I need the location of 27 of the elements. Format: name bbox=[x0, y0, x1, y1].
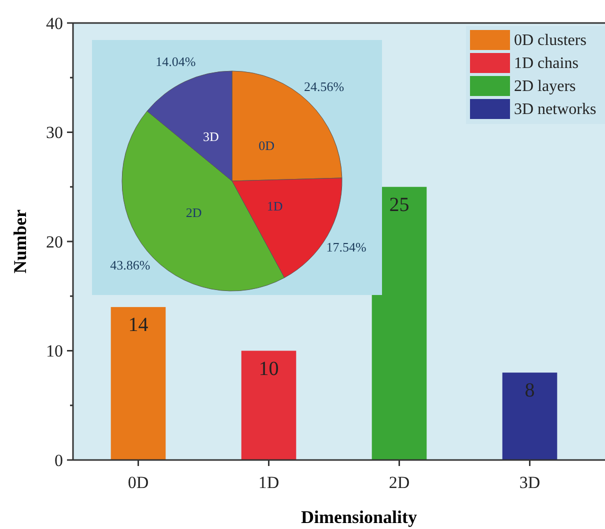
data-label: 14 bbox=[128, 314, 148, 336]
legend-label: 3D networks bbox=[514, 101, 596, 118]
data-label: 25 bbox=[389, 194, 410, 216]
y-tick-label: 0 bbox=[54, 450, 63, 470]
x-tick-label: 2D bbox=[388, 473, 410, 492]
slice-label: 1D bbox=[266, 198, 283, 214]
data-label: 10 bbox=[258, 358, 279, 380]
legend-label: 2D layers bbox=[514, 78, 576, 95]
legend-label: 1D chains bbox=[514, 55, 578, 72]
data-label: 14.04% bbox=[156, 54, 196, 70]
slice-label: 2D bbox=[186, 205, 202, 220]
x-axis-title: Dimensionality bbox=[300, 507, 418, 527]
legend-label: 0D clusters bbox=[514, 32, 586, 49]
y-tick-label: 40 bbox=[46, 14, 63, 33]
y-tick-label: 30 bbox=[46, 123, 63, 142]
slice-label: 0D bbox=[258, 138, 274, 154]
y-axis-title: Number bbox=[10, 209, 30, 274]
data-label: 43.86% bbox=[110, 258, 150, 272]
x-tick-label: 1D bbox=[258, 473, 280, 492]
y-tick-label: 20 bbox=[46, 232, 63, 252]
y-tick-label: 10 bbox=[46, 342, 63, 361]
data-label: 8 bbox=[524, 380, 535, 402]
x-tick-label: 3D bbox=[519, 473, 540, 492]
x-tick-label: 0D bbox=[128, 473, 149, 492]
data-label: 24.56% bbox=[304, 78, 344, 94]
data-label: 17.54% bbox=[326, 240, 367, 255]
slice-label: 3D bbox=[202, 128, 219, 144]
